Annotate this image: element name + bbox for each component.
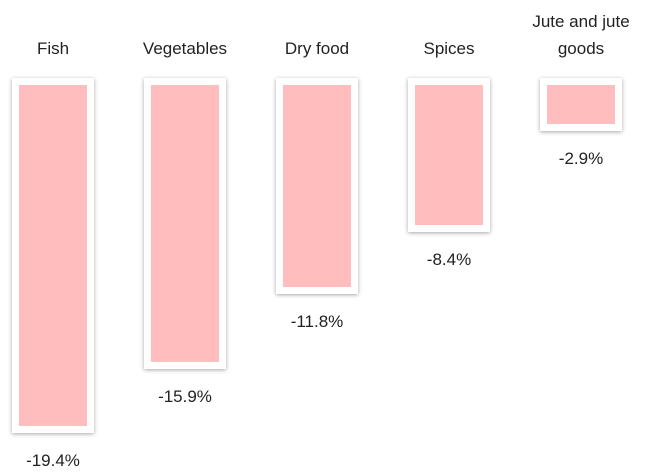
value-label: -15.9% — [158, 386, 212, 406]
value-label: -11.8% — [290, 311, 344, 331]
value-label: -19.4% — [26, 451, 80, 471]
bar — [276, 78, 358, 294]
bar — [12, 78, 94, 434]
bar — [540, 78, 622, 132]
bar — [408, 78, 490, 232]
bar — [144, 78, 226, 369]
value-label: -8.4% — [426, 249, 472, 269]
category-label: Spices — [423, 39, 475, 58]
value-label: -2.9% — [558, 149, 604, 169]
category-label: Vegetables — [142, 39, 228, 58]
category-label: Jute and jute goods — [532, 12, 630, 58]
category-label: Fish — [36, 39, 70, 58]
category-label: Dry food — [284, 39, 350, 58]
